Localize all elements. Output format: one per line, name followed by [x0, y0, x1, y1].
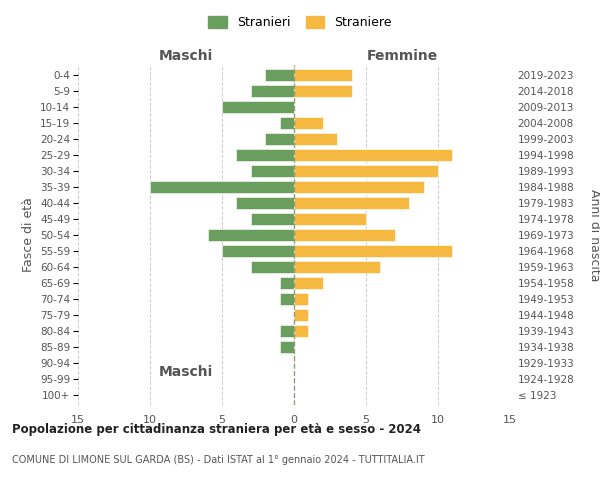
Bar — [222, 245, 294, 257]
Y-axis label: Anni di nascita: Anni di nascita — [588, 188, 600, 281]
Bar — [150, 181, 294, 193]
Bar — [208, 229, 294, 241]
Bar — [294, 116, 323, 128]
Bar — [280, 341, 294, 353]
Bar — [294, 149, 452, 161]
Text: Maschi: Maschi — [159, 365, 213, 379]
Bar — [265, 68, 294, 80]
Bar — [294, 181, 424, 193]
Text: Femmine: Femmine — [367, 48, 437, 62]
Bar — [294, 197, 409, 209]
Bar — [294, 261, 380, 273]
Bar — [294, 309, 308, 321]
Bar — [251, 261, 294, 273]
Bar — [265, 133, 294, 145]
Bar — [236, 149, 294, 161]
Bar — [236, 197, 294, 209]
Bar — [251, 213, 294, 225]
Bar — [294, 293, 308, 305]
Bar — [280, 325, 294, 337]
Text: Popolazione per cittadinanza straniera per età e sesso - 2024: Popolazione per cittadinanza straniera p… — [12, 422, 421, 436]
Bar — [280, 116, 294, 128]
Bar — [294, 245, 452, 257]
Bar — [280, 293, 294, 305]
Bar — [294, 277, 323, 289]
Text: Maschi: Maschi — [159, 48, 213, 62]
Bar — [222, 100, 294, 112]
Bar — [294, 84, 352, 96]
Bar — [294, 229, 395, 241]
Bar — [251, 165, 294, 177]
Bar — [294, 165, 438, 177]
Bar — [294, 68, 352, 80]
Bar — [294, 133, 337, 145]
Bar — [280, 277, 294, 289]
Y-axis label: Fasce di età: Fasce di età — [22, 198, 35, 272]
Legend: Stranieri, Straniere: Stranieri, Straniere — [203, 11, 397, 34]
Bar — [294, 213, 366, 225]
Bar — [294, 325, 308, 337]
Text: COMUNE DI LIMONE SUL GARDA (BS) - Dati ISTAT al 1° gennaio 2024 - TUTTITALIA.IT: COMUNE DI LIMONE SUL GARDA (BS) - Dati I… — [12, 455, 425, 465]
Bar — [251, 84, 294, 96]
